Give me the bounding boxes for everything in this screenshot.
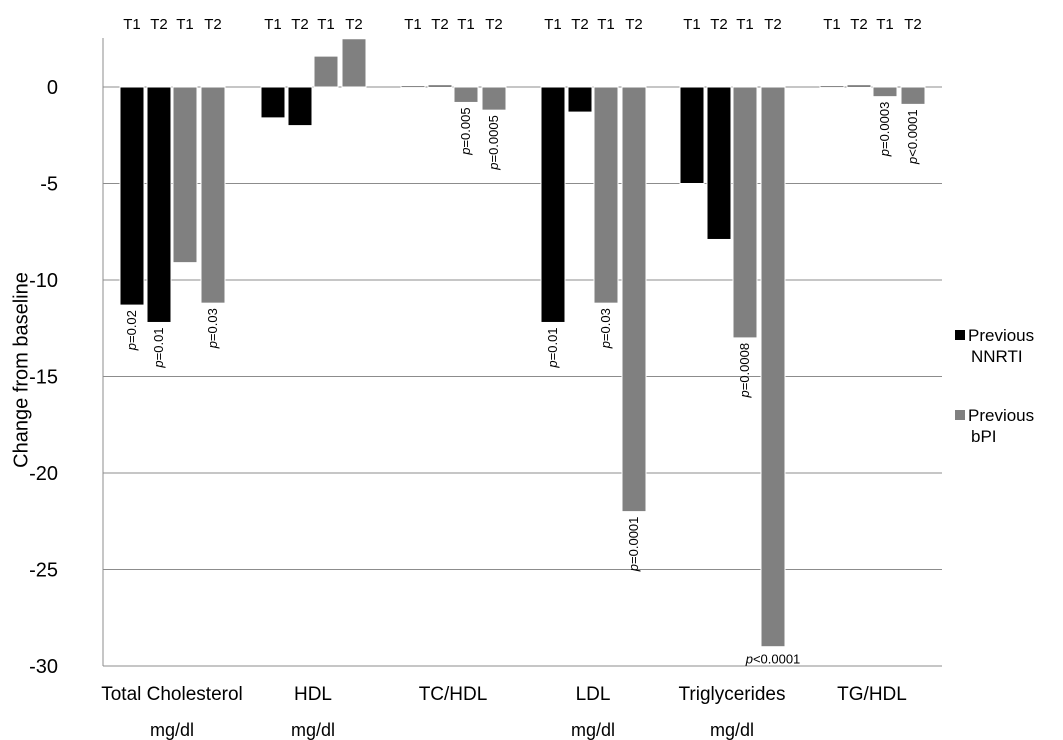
p-value-annotation: p=0.03 — [598, 308, 613, 349]
bar — [900, 86, 926, 105]
y-tick-label: -20 — [29, 463, 58, 485]
bar — [593, 86, 619, 304]
bar — [287, 86, 313, 127]
bar — [172, 86, 198, 264]
bar-time-label: T2 — [150, 16, 168, 33]
legend-swatch-nnrti — [955, 330, 965, 340]
y-tick-label: -10 — [29, 270, 58, 292]
bar — [846, 84, 872, 88]
bar — [819, 85, 845, 89]
x-category-unit: mg/dl — [150, 720, 194, 740]
bar-time-label: T1 — [123, 16, 141, 33]
bar — [427, 84, 453, 88]
x-category-label: TC/HDL — [419, 684, 488, 705]
y-tick-label: -15 — [29, 367, 58, 389]
bar — [567, 86, 593, 113]
legend-item-previous-bpi: Previous bPI — [955, 405, 1034, 447]
bar — [621, 86, 647, 513]
p-value-annotation: p=0.02 — [124, 310, 139, 351]
bar-time-label: T2 — [291, 16, 309, 33]
bar — [200, 86, 226, 304]
x-category-label: TG/HDL — [837, 684, 907, 705]
bar-time-label: T2 — [204, 16, 222, 33]
bar-time-label: T1 — [597, 16, 615, 33]
p-value-annotation: p=0.01 — [151, 327, 166, 368]
bar-time-label: T1 — [264, 16, 282, 33]
bar-time-label: T1 — [317, 16, 335, 33]
legend-label: Previous — [968, 326, 1035, 345]
x-category-unit: mg/dl — [710, 720, 754, 740]
y-tick-label: -25 — [29, 560, 58, 582]
bar-time-label: T2 — [625, 16, 643, 33]
p-value-text: <0.0001 — [905, 109, 920, 156]
bar-time-label: T2 — [345, 16, 363, 33]
p-value-text: =0.01 — [545, 327, 560, 360]
bar — [260, 86, 286, 119]
bar — [706, 86, 732, 240]
x-category-label: Triglycerides — [679, 684, 786, 705]
bar — [481, 86, 507, 111]
p-value-annotation: p=0.005 — [458, 107, 473, 155]
bar-time-label: T2 — [571, 16, 589, 33]
y-tick-label: 0 — [47, 77, 58, 99]
p-value-text: =0.02 — [124, 310, 139, 343]
p-value-text: =0.0008 — [737, 343, 752, 390]
p-value-annotation: p=0.0005 — [486, 115, 501, 171]
x-category-label: LDL — [576, 684, 611, 705]
bar — [119, 86, 145, 306]
legend-swatch-bpi — [955, 410, 965, 420]
legend-label: NNRTI — [971, 347, 1023, 366]
legend-label: bPI — [971, 427, 997, 446]
bar-time-label: T2 — [431, 16, 449, 33]
bar-time-label: T1 — [457, 16, 475, 33]
y-tick-label: -30 — [29, 656, 58, 678]
bar — [872, 86, 898, 98]
p-value-annotation: p=0.0001 — [626, 517, 641, 573]
legend-label: Previous — [968, 406, 1035, 425]
p-value-annotation: p=0.0003 — [877, 102, 892, 158]
bar-time-label: T2 — [764, 16, 782, 33]
bar — [732, 86, 758, 339]
p-value-annotation: p<0.0001 — [905, 109, 920, 165]
x-category-label: Total Cholesterol — [101, 684, 243, 705]
x-category-unit: mg/dl — [291, 720, 335, 740]
bar-time-label: T2 — [904, 16, 922, 33]
bar-time-label: T2 — [710, 16, 728, 33]
bar-time-label: T1 — [544, 16, 562, 33]
p-value-text: =0.01 — [151, 327, 166, 360]
p-value-text: =0.0005 — [486, 115, 501, 162]
p-value-annotation: p=0.03 — [205, 308, 220, 349]
bar-time-label: T1 — [404, 16, 422, 33]
bar-time-label: T2 — [485, 16, 503, 33]
p-value-text: <0.0001 — [753, 652, 800, 667]
bar-time-label: T1 — [176, 16, 194, 33]
x-category-unit: mg/dl — [571, 720, 615, 740]
p-value-text: =0.0001 — [626, 517, 641, 564]
p-value-text: =0.03 — [205, 308, 220, 341]
p-value-annotation: p=0.0008 — [737, 343, 752, 399]
bar — [146, 86, 172, 323]
y-axis-label: Change from baseline — [10, 272, 33, 468]
p-value-text: =0.0003 — [877, 102, 892, 149]
bar — [679, 86, 705, 184]
bar — [760, 86, 786, 648]
bar-time-label: T2 — [850, 16, 868, 33]
bar — [540, 86, 566, 323]
bar — [313, 55, 339, 88]
bar — [453, 86, 479, 103]
legend-item-previous-nnrti: Previous NNRTI — [955, 325, 1034, 367]
bar-time-label: T1 — [683, 16, 701, 33]
p-value-text: =0.03 — [598, 308, 613, 341]
y-tick-label: -5 — [40, 174, 58, 196]
bar — [341, 38, 367, 88]
x-category-label: HDL — [294, 684, 332, 705]
bar — [400, 85, 426, 89]
p-value-annotation: p<0.0001 — [745, 652, 801, 667]
p-value-text: =0.005 — [458, 107, 473, 147]
bar-time-label: T1 — [823, 16, 841, 33]
p-value-annotation: p=0.01 — [545, 327, 560, 368]
bar-time-label: T1 — [876, 16, 894, 33]
bar-time-label: T1 — [736, 16, 754, 33]
